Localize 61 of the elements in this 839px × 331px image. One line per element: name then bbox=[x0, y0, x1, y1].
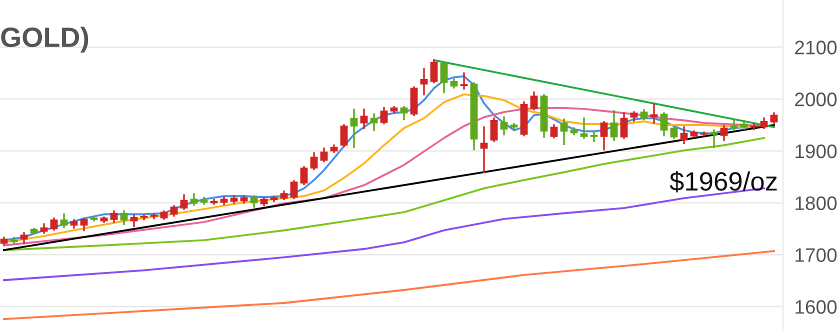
candlestick bbox=[530, 92, 538, 110]
candlestick bbox=[310, 152, 318, 170]
candlestick bbox=[770, 112, 778, 125]
candlestick bbox=[400, 106, 408, 120]
candlestick bbox=[110, 210, 118, 223]
candlestick bbox=[480, 126, 488, 174]
candlestick bbox=[680, 126, 688, 144]
candlestick bbox=[290, 180, 298, 200]
candlestick bbox=[140, 214, 148, 220]
candlestick bbox=[430, 59, 438, 84]
candlestick bbox=[50, 218, 58, 231]
candlestick bbox=[590, 131, 598, 142]
candlestick bbox=[600, 121, 608, 150]
candlestick bbox=[510, 123, 518, 132]
annotation: $1969/oz bbox=[670, 170, 777, 192]
candlestick bbox=[370, 113, 378, 132]
candlestick bbox=[320, 148, 328, 162]
candlestick bbox=[130, 214, 138, 228]
y-tick-label: 1900 bbox=[796, 144, 837, 158]
candlestick bbox=[460, 72, 468, 90]
candlestick bbox=[380, 107, 388, 124]
candlestick bbox=[500, 116, 508, 136]
candlestick bbox=[60, 213, 68, 228]
candlestick bbox=[720, 125, 728, 141]
candlestick bbox=[420, 68, 428, 96]
y-tick-label: 2000 bbox=[795, 92, 837, 106]
candlestick bbox=[640, 109, 648, 120]
candlestick bbox=[490, 117, 498, 142]
candlestick bbox=[560, 118, 568, 146]
candlestick bbox=[550, 124, 558, 138]
candlestick bbox=[750, 123, 758, 130]
candlestick bbox=[170, 205, 178, 217]
candlestick bbox=[440, 61, 448, 94]
candlestick bbox=[360, 108, 368, 129]
candlestick bbox=[580, 117, 588, 139]
candlestick bbox=[180, 194, 188, 210]
candlestick bbox=[20, 232, 28, 244]
candlestick bbox=[80, 218, 88, 232]
candlestick bbox=[190, 193, 198, 206]
candlestick bbox=[250, 195, 258, 208]
candlestick bbox=[730, 120, 738, 132]
candlestick bbox=[620, 112, 628, 139]
line-series bbox=[3, 250, 775, 320]
candlestick bbox=[90, 216, 98, 222]
y-tick-label: 1800 bbox=[796, 196, 837, 210]
y-tick-label: 1700 bbox=[796, 248, 837, 262]
candlestick bbox=[300, 166, 308, 186]
candlestick bbox=[700, 131, 708, 136]
candlestick bbox=[650, 103, 658, 124]
y-tick-label: 2100 bbox=[795, 40, 837, 54]
y-tick-label: 1600 bbox=[796, 300, 837, 314]
candlestick bbox=[670, 126, 678, 139]
candlestick bbox=[120, 210, 128, 225]
candlestick bbox=[660, 112, 668, 136]
candlestick bbox=[760, 117, 768, 129]
text: GOLD) bbox=[1, 26, 88, 53]
candlestick bbox=[710, 129, 718, 148]
candlestick bbox=[340, 124, 348, 148]
candlestick bbox=[150, 213, 158, 220]
candlestick bbox=[350, 108, 358, 148]
candlestick bbox=[610, 110, 618, 141]
